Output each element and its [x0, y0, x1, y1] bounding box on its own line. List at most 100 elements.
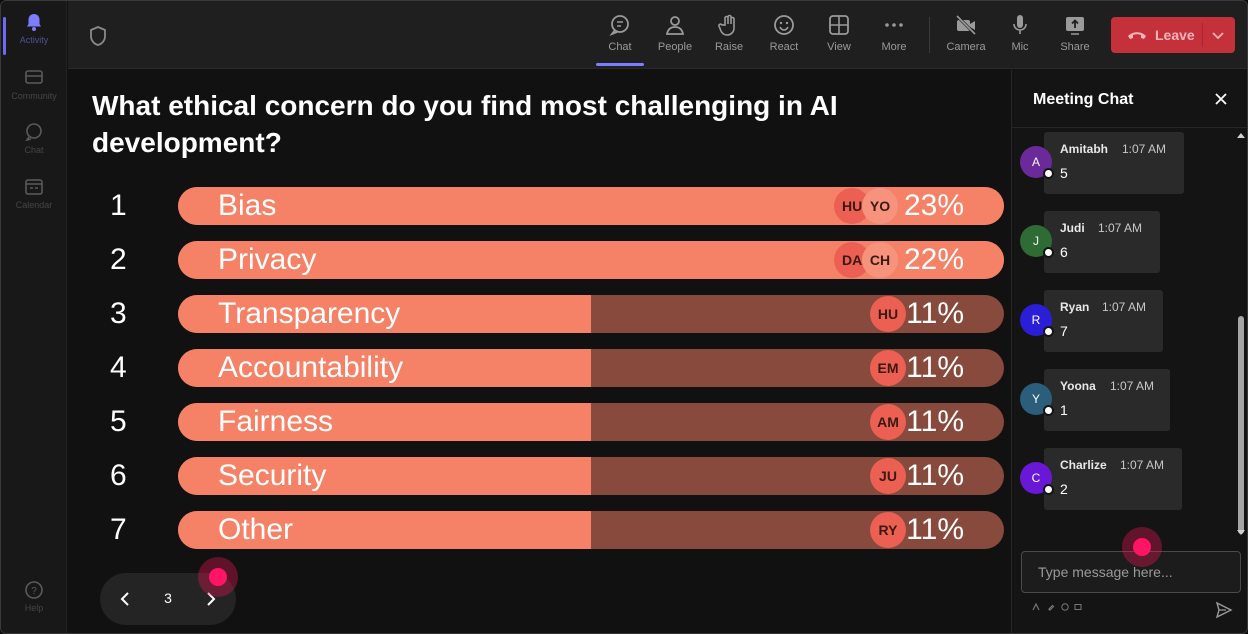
message-time: 1:07 AM	[1098, 221, 1143, 235]
scroll-down-icon[interactable]	[1237, 530, 1245, 536]
shield-icon[interactable]	[88, 25, 108, 47]
meeting-toolbar: Chat People Raise React View More Camera	[68, 1, 1247, 69]
toolbar-label: Chat	[608, 41, 632, 53]
toolbar-label: Raise	[714, 41, 744, 53]
app-rail: Activity Community Chat Calendar ? Help	[1, 1, 67, 633]
attach-icon[interactable]	[1047, 603, 1055, 611]
option-label: Other	[218, 513, 294, 546]
message-bubble: Amitabh 1:07 AM 5	[1044, 132, 1184, 194]
message-field[interactable]	[1022, 552, 1240, 592]
toolbar-share-button[interactable]: Share	[1052, 13, 1098, 53]
poll-option-row: 4 Accountability EM 11%	[68, 349, 1010, 387]
bell-icon	[27, 14, 41, 31]
avatar[interactable]: R	[1020, 304, 1054, 337]
gif-icon[interactable]	[1074, 603, 1082, 611]
calendar-icon	[25, 179, 43, 195]
option-label: Security	[218, 459, 327, 492]
toolbar-more-button[interactable]: More	[871, 13, 917, 53]
option-percent: 11%	[906, 351, 964, 384]
toolbar-people-button[interactable]: People	[652, 13, 698, 53]
option-percent: 11%	[906, 459, 964, 492]
rail-item-chat[interactable]: Chat	[1, 121, 67, 155]
option-number: 1	[110, 189, 127, 222]
message-time: 1:07 AM	[1120, 458, 1165, 472]
voter-avatar: RY	[870, 512, 906, 548]
option-bar-fill	[178, 403, 591, 441]
rail-item-help[interactable]: ? Help	[1, 579, 67, 613]
option-percent: 11%	[906, 297, 964, 330]
option-bar: Privacy DA CH 22%	[178, 241, 1004, 279]
voter-avatar: HU	[870, 296, 906, 332]
chevron-left-icon[interactable]	[116, 589, 136, 609]
message-author: Charlize	[1060, 458, 1107, 472]
avatar-initial: Y	[1031, 392, 1040, 406]
hang-up-icon	[1128, 32, 1146, 39]
click-indicator	[1122, 527, 1162, 567]
voter-avatar: CH	[862, 242, 898, 278]
rail-item-calendar[interactable]: Calendar	[1, 176, 67, 210]
message-bubble: Charlize 1:07 AM 2	[1044, 448, 1182, 510]
rail-label: Help	[24, 603, 44, 613]
rail-label: Calendar	[15, 200, 53, 210]
more-icon	[885, 23, 903, 27]
poll-option-row: 2 Privacy DA CH 22%	[68, 241, 1010, 279]
chevron-down-icon[interactable]	[1211, 28, 1225, 42]
presence-dot	[1043, 484, 1054, 495]
mic-icon	[1013, 15, 1027, 34]
scroll-thumb[interactable]	[1238, 316, 1244, 534]
message-text: 7	[1060, 323, 1068, 339]
option-bar: Security JU 11%	[178, 457, 1004, 495]
camera-off-icon	[955, 14, 977, 36]
toolbar-label: Mic	[1011, 41, 1029, 53]
message-author: Yoona	[1060, 379, 1096, 393]
poll-option-row: 7 Other RY 11%	[68, 511, 1010, 549]
avatar[interactable]: C	[1020, 462, 1054, 495]
message-bubble: Ryan 1:07 AM 7	[1044, 290, 1163, 352]
message-text: 2	[1060, 481, 1068, 497]
chat-scrollbar[interactable]	[1235, 130, 1247, 542]
avatar[interactable]: A	[1020, 146, 1054, 179]
send-icon[interactable]	[1215, 601, 1233, 619]
chat-header: Meeting Chat	[1012, 70, 1247, 128]
toolbar-chat-button[interactable]: Chat	[596, 13, 644, 66]
avatar[interactable]: Y	[1020, 383, 1054, 416]
option-bar: Transparency HU 11%	[178, 295, 1004, 333]
message-text: 6	[1060, 244, 1068, 260]
chat-message-input[interactable]	[1021, 551, 1241, 593]
toolbar-raise-button[interactable]: Raise	[706, 13, 752, 53]
rail-item-community[interactable]: Community	[1, 67, 67, 101]
rail-label: Chat	[24, 145, 44, 155]
toolbar-mic-button[interactable]: Mic	[997, 13, 1043, 53]
toolbar-label: Share	[1060, 41, 1090, 53]
rail-label: Community	[11, 91, 57, 101]
scroll-up-icon[interactable]	[1237, 132, 1245, 138]
chevron-right-icon[interactable]	[200, 589, 220, 609]
smiley-icon	[774, 15, 794, 35]
toolbar-view-button[interactable]: View	[816, 13, 862, 53]
emoji-icon[interactable]	[1061, 603, 1069, 611]
leave-button[interactable]: Leave	[1111, 17, 1235, 53]
svg-text:?: ?	[31, 586, 37, 597]
message-time: 1:07 AM	[1102, 300, 1147, 314]
toolbar-divider	[929, 17, 930, 53]
page-number: 3	[164, 590, 172, 606]
poll-option-row: 5 Fairness AM 11%	[68, 403, 1010, 441]
voter-avatar: JU	[870, 458, 906, 494]
presence-dot	[1043, 247, 1054, 258]
message-author: Amitabh	[1060, 142, 1108, 156]
option-percent: 11%	[906, 513, 964, 546]
close-icon[interactable]	[1214, 92, 1228, 106]
toolbar-react-button[interactable]: React	[761, 13, 807, 53]
avatar[interactable]: J	[1020, 225, 1054, 258]
click-indicator	[198, 557, 238, 597]
option-bar: Bias HU YO 23%	[178, 187, 1004, 225]
option-label: Transparency	[218, 297, 401, 330]
leave-divider	[1202, 23, 1203, 47]
toolbar-camera-button[interactable]: Camera	[943, 13, 989, 53]
chat-icon	[25, 123, 42, 142]
format-icon[interactable]	[1032, 603, 1040, 611]
rail-item-activity[interactable]: Activity	[1, 11, 67, 55]
poll-option-row: 1 Bias HU YO 23%	[68, 187, 1010, 225]
poll-option-row: 3 Transparency HU 11%	[68, 295, 1010, 333]
